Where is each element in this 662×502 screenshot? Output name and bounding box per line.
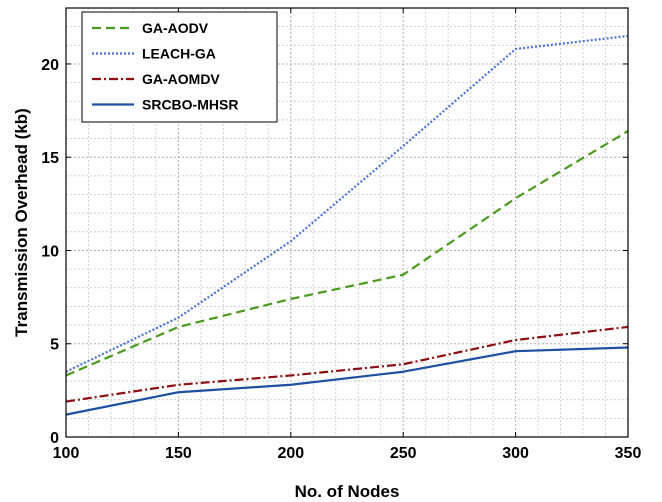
y-axis-label: Transmission Overhead (kb) — [12, 108, 31, 337]
y-tick-label: 0 — [50, 430, 59, 447]
x-tick-label: 200 — [277, 445, 304, 462]
x-tick-label: 150 — [165, 445, 192, 462]
y-tick-label: 15 — [41, 150, 59, 167]
legend: GA-AODV LEACH-GA GA-AOMDV SRCBO-MHSR — [81, 11, 278, 123]
series-line-ga-aodv — [65, 130, 629, 377]
x-tick-labels: 100 150 200 250 300 350 — [53, 445, 642, 462]
x-axis-label: No. of Nodes — [295, 482, 400, 501]
plot-frame — [65, 7, 629, 438]
tick-marks — [65, 8, 629, 438]
legend-label: SRCBO-MHSR — [142, 97, 238, 113]
x-tick-label: 300 — [502, 445, 529, 462]
x-tick-label: 250 — [390, 445, 417, 462]
series-line-srcbo-mhsr — [65, 346, 629, 416]
legend-label: GA-AODV — [142, 20, 209, 36]
y-tick-label: 5 — [50, 337, 59, 354]
series-layer — [65, 34, 629, 416]
x-tick-label: 100 — [53, 445, 80, 462]
legend-label: LEACH-GA — [142, 46, 216, 62]
y-tick-label: 10 — [41, 243, 59, 260]
legend-label: GA-AOMDV — [142, 71, 220, 87]
y-tick-label: 20 — [41, 57, 59, 74]
x-tick-label: 350 — [615, 445, 642, 462]
grid — [66, 8, 628, 437]
y-tick-labels: 0 5 10 15 20 — [41, 57, 59, 447]
